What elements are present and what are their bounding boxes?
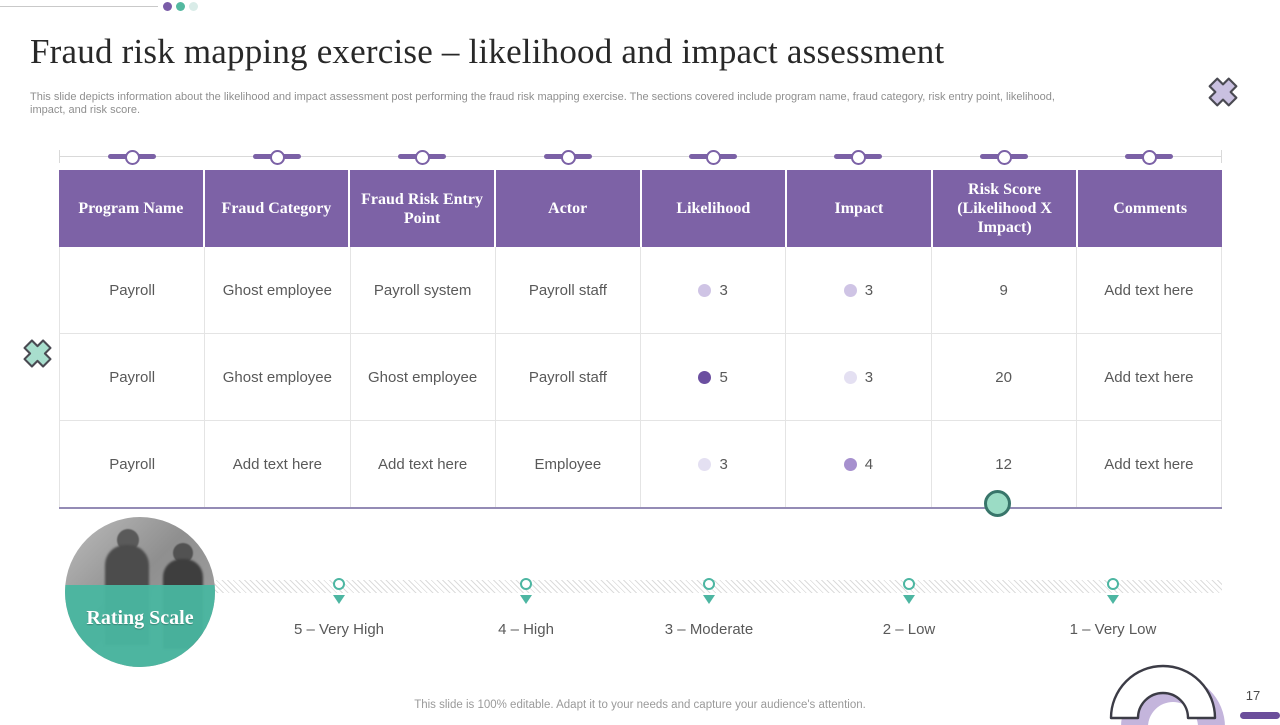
arch-decoration	[1098, 656, 1248, 725]
impact-value: 4	[864, 455, 874, 473]
table-header-row: Program Name Fraud Category Fraud Risk E…	[59, 170, 1222, 247]
page-number: 17	[1245, 688, 1261, 703]
col-header-comments: Comments	[1078, 170, 1222, 247]
cell-impact: 3	[786, 247, 932, 333]
col-header-fraud-category: Fraud Category	[204, 170, 351, 247]
slider-icon	[544, 150, 592, 165]
table-row: Payroll Ghost employee Payroll system Pa…	[59, 247, 1222, 334]
rating-scale-badge: Rating Scale	[65, 584, 215, 667]
cell-entry-point: Add text here	[351, 421, 496, 507]
cell-program: Payroll	[59, 421, 206, 507]
cell-comments: Add text here	[1077, 334, 1222, 420]
rail-end-tick	[1221, 150, 1222, 163]
scale-label-very-high: 5 – Very High	[293, 621, 385, 638]
slider-icon	[108, 150, 156, 165]
rating-scale-band	[213, 580, 1222, 593]
slider-icon	[398, 150, 446, 165]
table-row: Payroll Add text here Add text here Empl…	[59, 421, 1222, 509]
cell-likelihood: 3	[641, 247, 787, 333]
top-dot-pale	[189, 2, 198, 11]
page-subtitle: This slide depicts information about the…	[30, 91, 1055, 116]
cell-impact: 4	[786, 421, 932, 507]
scale-marker-icon	[516, 578, 536, 604]
cell-comments: Add text here	[1077, 247, 1222, 333]
impact-dot	[843, 457, 857, 471]
cell-risk-score: 12	[932, 421, 1077, 507]
slider-icon	[253, 150, 301, 165]
scale-marker-icon	[699, 578, 719, 604]
scale-label-low: 2 – Low	[882, 621, 936, 638]
cell-risk-score: 9	[932, 247, 1077, 333]
likelihood-value: 3	[719, 455, 728, 473]
cell-actor: Employee	[496, 421, 641, 507]
cell-category: Ghost employee	[205, 334, 351, 420]
cell-program: Payroll	[59, 334, 206, 420]
col-header-actor: Actor	[495, 170, 642, 247]
scale-marker-icon	[329, 578, 349, 604]
top-dot-teal	[176, 2, 185, 11]
top-divider-line	[0, 6, 158, 7]
impact-value: 3	[864, 368, 874, 386]
cell-category: Ghost employee	[205, 247, 351, 333]
cell-actor: Payroll staff	[496, 334, 641, 420]
slider-icon	[1125, 150, 1173, 165]
scale-marker-icon	[899, 578, 919, 604]
risk-assessment-table: Program Name Fraud Category Fraud Risk E…	[59, 170, 1222, 509]
cell-entry-point: Payroll system	[351, 247, 496, 333]
col-header-likelihood: Likelihood	[641, 170, 788, 247]
rail-end-tick	[59, 150, 60, 163]
scale-label-very-low: 1 – Very Low	[1069, 621, 1157, 638]
slider-icon	[689, 150, 737, 165]
col-header-program-name: Program Name	[59, 170, 205, 247]
likelihood-value: 3	[719, 281, 728, 299]
cell-comments: Add text here	[1077, 421, 1222, 507]
col-header-entry-point: Fraud Risk Entry Point	[350, 170, 496, 247]
cell-impact: 3	[786, 334, 932, 420]
col-header-impact: Impact	[787, 170, 933, 247]
cross-icon	[20, 336, 55, 371]
scale-label-high: 4 – High	[498, 621, 554, 638]
slider-icon	[980, 150, 1028, 165]
photo-person	[173, 543, 193, 563]
likelihood-dot	[698, 283, 712, 297]
likelihood-value: 5	[719, 368, 728, 386]
col-header-risk-score: Risk Score (Likelihood X Impact)	[932, 170, 1079, 247]
column-rail-line	[59, 156, 1222, 157]
top-dot-purple	[163, 2, 172, 11]
cell-likelihood: 3	[641, 421, 787, 507]
table-row: Payroll Ghost employee Ghost employee Pa…	[59, 334, 1222, 421]
slider-icon	[834, 150, 882, 165]
page-number-bar	[1240, 712, 1280, 719]
cell-program: Payroll	[59, 247, 206, 333]
cell-category: Add text here	[205, 421, 351, 507]
impact-dot	[843, 370, 857, 384]
page-title: Fraud risk mapping exercise – likelihood…	[30, 32, 945, 71]
teal-circle-marker	[984, 490, 1011, 517]
cell-entry-point: Ghost employee	[351, 334, 496, 420]
cell-actor: Payroll staff	[496, 247, 641, 333]
cell-likelihood: 5	[641, 334, 787, 420]
rating-scale-label: Rating Scale	[86, 606, 194, 629]
cell-risk-score: 20	[932, 334, 1077, 420]
scale-marker-icon	[1103, 578, 1123, 604]
likelihood-dot	[698, 370, 712, 384]
rating-scale-photo: Rating Scale	[65, 517, 215, 667]
cross-icon	[1205, 74, 1241, 110]
footer-note: This slide is 100% editable. Adapt it to…	[414, 699, 866, 711]
likelihood-dot	[698, 457, 712, 471]
impact-dot	[843, 283, 857, 297]
impact-value: 3	[864, 281, 874, 299]
scale-label-moderate: 3 – Moderate	[664, 621, 754, 638]
